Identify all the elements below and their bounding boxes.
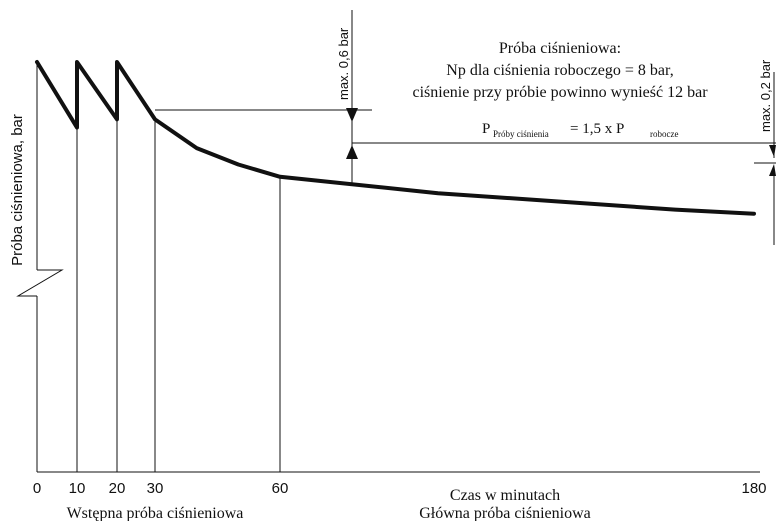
y-axis-break — [16, 269, 64, 297]
formula-mid: = 1,5 x P — [570, 121, 624, 137]
arrow-down-icon — [769, 145, 776, 157]
reference-lines — [76, 119, 281, 472]
arrow-up-icon — [769, 164, 776, 176]
formula-lhs-sub: Próby ciśnienia — [493, 129, 549, 139]
x-tick-label-10: 10 — [69, 480, 86, 497]
x-tick-label-180: 180 — [741, 480, 766, 497]
phase-label-preliminary: Wstępna próba ciśnieniowa — [67, 505, 244, 521]
annotation-02-label: max. 0,2 bar — [758, 59, 773, 132]
y-axis-label: Próba ciśnieniowa, bar — [9, 114, 26, 266]
chart-title: Próba ciśnieniowa: — [499, 40, 621, 57]
x-tick-label-20: 20 — [109, 480, 126, 497]
formula-rhs-sub: robocze — [650, 129, 678, 139]
x-tick-label-30: 30 — [147, 480, 164, 497]
annotation-06-label: max. 0,6 bar — [336, 27, 351, 100]
formula-lhs: P — [482, 121, 490, 137]
formula: P Próby ciśnienia = 1,5 x P robocze — [482, 121, 678, 139]
annotation-max-02: max. 0,2 bar — [352, 59, 776, 245]
pressure-curve — [35, 60, 756, 216]
x-tick-label-60: 60 — [272, 480, 289, 497]
x-tick-labels: 0 10 20 30 60 180 — [33, 480, 767, 497]
x-tick-label-0: 0 — [33, 480, 41, 497]
x-axis-label: Czas w minutach — [450, 487, 560, 504]
arrow-down-icon — [346, 108, 358, 122]
subtitle-line-1: Np dla ciśnienia roboczego = 8 bar, — [446, 62, 673, 79]
axes — [16, 62, 760, 473]
annotation-max-06: max. 0,6 bar — [155, 10, 372, 185]
subtitle-line-2: ciśnienie przy próbie powinno wynieść 12… — [412, 84, 708, 101]
phase-label-main: Główna próba ciśnieniowa — [419, 505, 591, 521]
arrow-up-icon — [346, 145, 358, 159]
